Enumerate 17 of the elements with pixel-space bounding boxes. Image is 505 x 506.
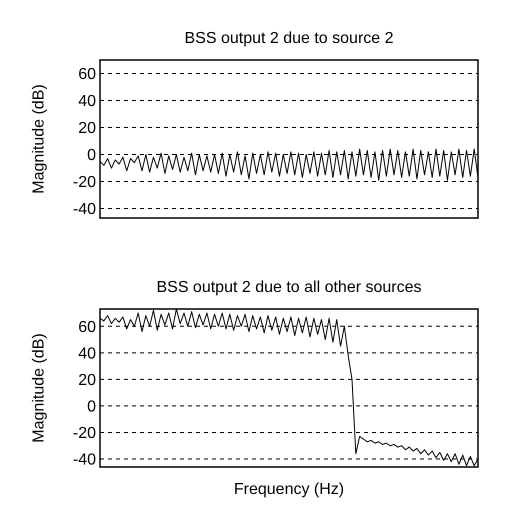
y-tick-label: 0 <box>87 147 96 164</box>
y-tick-label: -20 <box>72 174 96 192</box>
x-axis-title: Frequency (Hz) <box>234 481 344 498</box>
y-tick-label: 20 <box>78 372 96 389</box>
y-tick-label: 60 <box>78 318 96 336</box>
y-tick-label: 40 <box>78 93 96 110</box>
y-tick-label: 0 <box>87 398 96 416</box>
y-tick-label: -40 <box>72 201 96 218</box>
y-tick-label: 20 <box>78 120 96 138</box>
y-axis-title: Magnitude (dB) <box>30 84 48 194</box>
y-tick-label: -20 <box>72 425 96 442</box>
y-axis-title: Magnitude (dB) <box>30 333 48 443</box>
y-tick-label: 40 <box>78 345 96 362</box>
y-tick-label: 60 <box>78 66 96 84</box>
chart-title: BSS output 2 due to all other sources <box>156 279 422 296</box>
y-tick-label: -40 <box>72 452 96 469</box>
chart-title: BSS output 2 due to source 2 <box>184 30 394 47</box>
